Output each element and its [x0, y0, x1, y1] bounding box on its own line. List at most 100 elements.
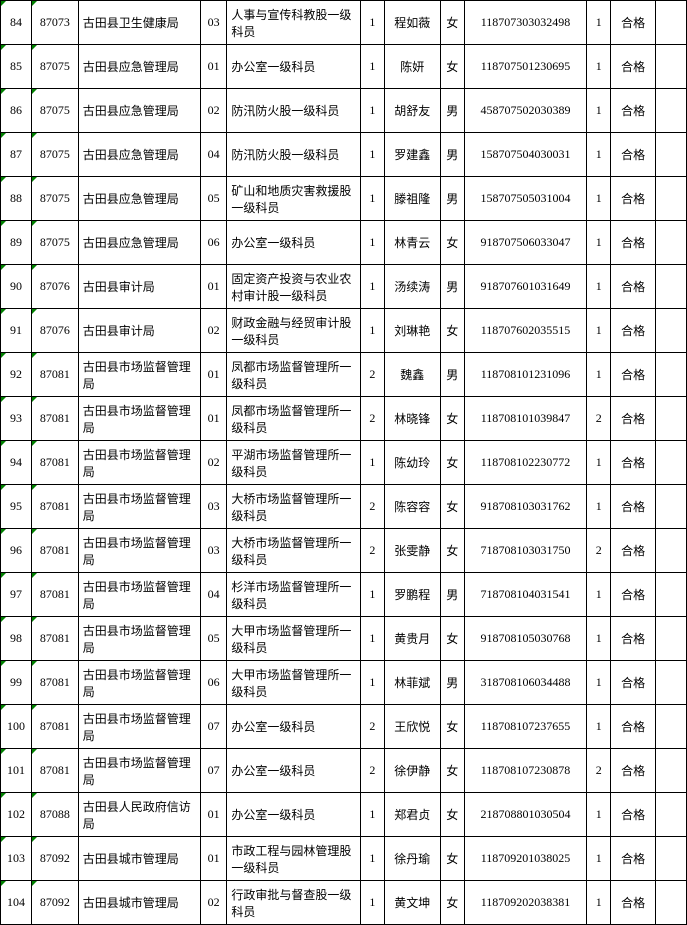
table-cell: 01 — [200, 837, 227, 881]
table-cell: 02 — [200, 309, 227, 353]
table-cell: 03 — [200, 485, 227, 529]
table-cell: 林菲斌 — [385, 661, 441, 705]
table-cell — [655, 309, 686, 353]
table-cell: 118709202038381 — [464, 881, 586, 925]
table-cell: 固定资产投资与农业农村审计股一级科员 — [227, 265, 360, 309]
table-cell: 防汛防火股一级科员 — [227, 89, 360, 133]
table-cell: 118708102230772 — [464, 441, 586, 485]
table-cell: 86 — [1, 89, 32, 133]
table-cell: 118708101039847 — [464, 397, 586, 441]
table-cell: 办公室一级科员 — [227, 749, 360, 793]
table-cell — [655, 705, 686, 749]
table-cell: 汤续涛 — [385, 265, 441, 309]
table-cell: 大桥市场监督管理所一级科员 — [227, 485, 360, 529]
table-cell: 87075 — [32, 89, 79, 133]
table-cell: 158707504030031 — [464, 133, 586, 177]
table-cell: 88 — [1, 177, 32, 221]
table-cell: 1 — [587, 661, 611, 705]
table-cell: 林青云 — [385, 221, 441, 265]
table-cell: 合格 — [611, 837, 655, 881]
table-cell: 1 — [360, 265, 384, 309]
table-cell — [655, 881, 686, 925]
table-cell: 1 — [587, 45, 611, 89]
table-cell: 87081 — [32, 705, 79, 749]
table-cell: 女 — [440, 793, 464, 837]
table-cell: 99 — [1, 661, 32, 705]
table-cell: 97 — [1, 573, 32, 617]
table-cell — [655, 837, 686, 881]
table-cell — [655, 441, 686, 485]
table-cell: 合格 — [611, 881, 655, 925]
table-row: 10387092古田县城市管理局01市政工程与园林管理股一级科员1徐丹瑜女118… — [1, 837, 687, 881]
table-cell: 87075 — [32, 45, 79, 89]
table-cell: 合格 — [611, 221, 655, 265]
table-row: 10187081古田县市场监督管理局07办公室一级科员2徐伊静女11870810… — [1, 749, 687, 793]
table-cell: 女 — [440, 1, 464, 45]
table-row: 10487092古田县城市管理局02行政审批与督查股一级科员1黄文坤女11870… — [1, 881, 687, 925]
table-cell: 1 — [360, 793, 384, 837]
table-cell: 918707601031649 — [464, 265, 586, 309]
table-cell: 合格 — [611, 617, 655, 661]
table-cell: 大桥市场监督管理所一级科员 — [227, 529, 360, 573]
table-cell: 古田县市场监督管理局 — [78, 353, 200, 397]
table-cell: 男 — [440, 89, 464, 133]
table-cell: 2 — [360, 529, 384, 573]
table-row: 8787075古田县应急管理局04防汛防火股一级科员1罗建鑫男158707504… — [1, 133, 687, 177]
table-cell: 合格 — [611, 353, 655, 397]
table-cell: 1 — [360, 661, 384, 705]
table-body: 8487073古田县卫生健康局03人事与宣传科教股一级科员1程如薇女118707… — [1, 1, 687, 925]
table-cell: 318708106034488 — [464, 661, 586, 705]
table-cell: 古田县市场监督管理局 — [78, 485, 200, 529]
table-cell: 90 — [1, 265, 32, 309]
table-cell: 女 — [440, 529, 464, 573]
table-cell: 1 — [587, 705, 611, 749]
table-cell: 02 — [200, 441, 227, 485]
table-cell: 1 — [360, 441, 384, 485]
table-cell: 87076 — [32, 309, 79, 353]
table-cell: 合格 — [611, 749, 655, 793]
table-row: 10087081古田县市场监督管理局07办公室一级科员2王欣悦女11870810… — [1, 705, 687, 749]
table-cell: 办公室一级科员 — [227, 221, 360, 265]
table-cell: 黄贵月 — [385, 617, 441, 661]
table-cell: 古田县市场监督管理局 — [78, 529, 200, 573]
table-cell: 1 — [360, 309, 384, 353]
table-cell: 办公室一级科员 — [227, 705, 360, 749]
table-cell: 陈容容 — [385, 485, 441, 529]
table-cell: 98 — [1, 617, 32, 661]
table-cell — [655, 661, 686, 705]
table-row: 9487081古田县市场监督管理局02平湖市场监督管理所一级科员1陈幼玲女118… — [1, 441, 687, 485]
table-cell: 古田县市场监督管理局 — [78, 397, 200, 441]
table-row: 10287088古田县人民政府信访局01办公室一级科员1郑君贞女21870880… — [1, 793, 687, 837]
table-cell: 118708107230878 — [464, 749, 586, 793]
table-cell: 06 — [200, 661, 227, 705]
table-cell: 古田县人民政府信访局 — [78, 793, 200, 837]
table-cell: 92 — [1, 353, 32, 397]
table-cell: 87 — [1, 133, 32, 177]
table-cell: 118707602035515 — [464, 309, 586, 353]
table-cell: 古田县市场监督管理局 — [78, 749, 200, 793]
table-cell: 陈幼玲 — [385, 441, 441, 485]
table-cell: 1 — [587, 485, 611, 529]
table-cell: 2 — [360, 397, 384, 441]
table-cell: 04 — [200, 133, 227, 177]
table-cell: 合格 — [611, 1, 655, 45]
table-cell: 1 — [360, 177, 384, 221]
table-cell: 古田县城市管理局 — [78, 837, 200, 881]
table-cell: 刘琳艳 — [385, 309, 441, 353]
table-cell: 100 — [1, 705, 32, 749]
table-cell: 女 — [440, 309, 464, 353]
table-cell: 2 — [360, 353, 384, 397]
table-cell: 古田县应急管理局 — [78, 89, 200, 133]
table-cell: 魏鑫 — [385, 353, 441, 397]
table-cell: 郑君贞 — [385, 793, 441, 837]
table-cell: 87092 — [32, 837, 79, 881]
table-cell — [655, 573, 686, 617]
table-cell: 94 — [1, 441, 32, 485]
table-cell: 1 — [360, 89, 384, 133]
table-cell: 01 — [200, 353, 227, 397]
table-cell: 古田县审计局 — [78, 265, 200, 309]
table-cell: 87081 — [32, 353, 79, 397]
table-cell: 1 — [360, 1, 384, 45]
table-cell: 1 — [587, 353, 611, 397]
table-cell: 古田县市场监督管理局 — [78, 705, 200, 749]
